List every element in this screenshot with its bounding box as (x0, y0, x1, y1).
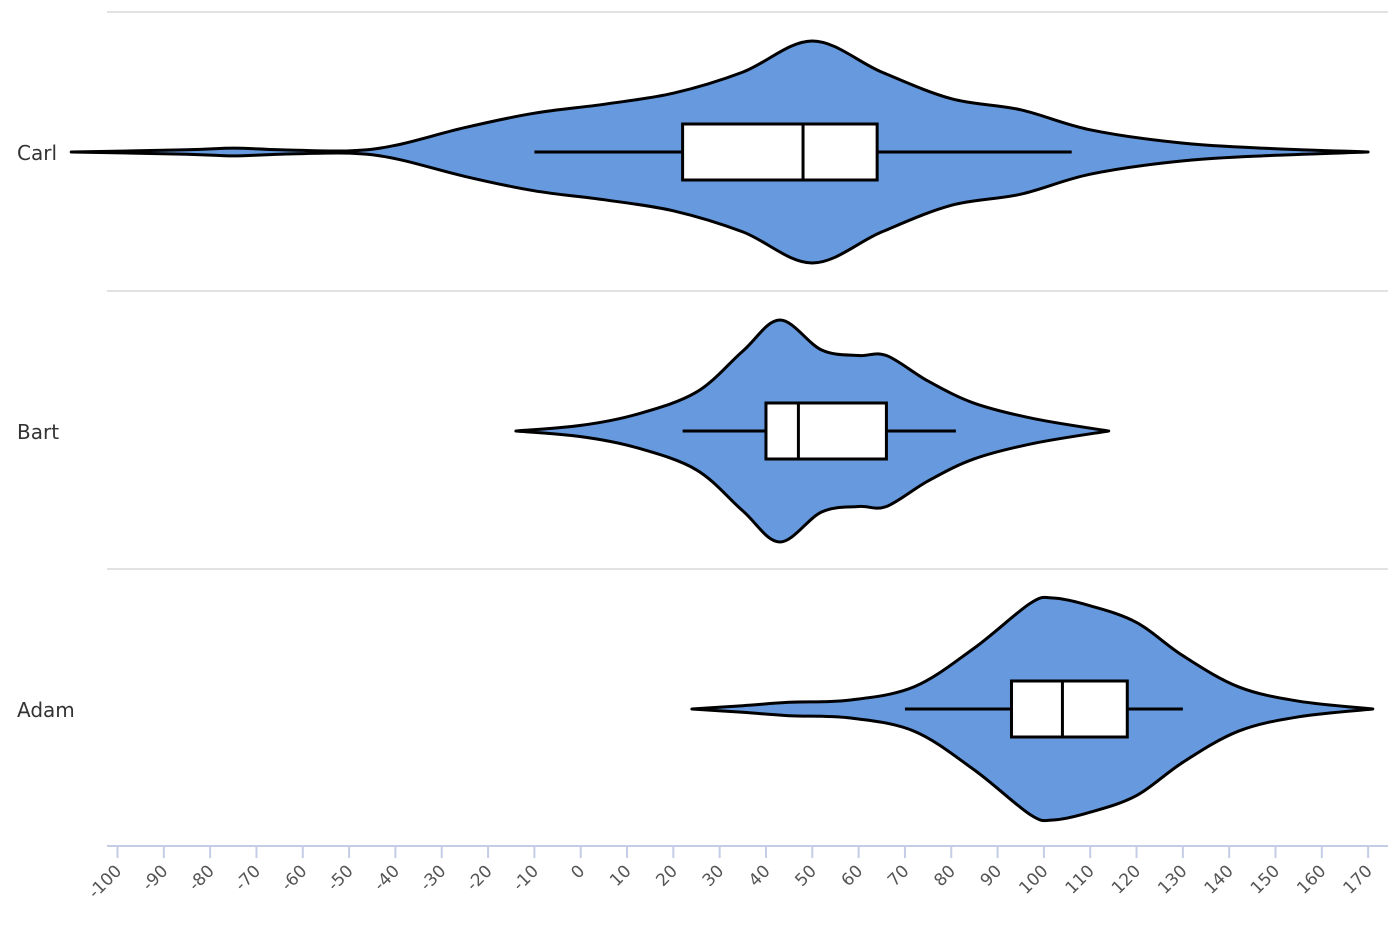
x-tick-label: 100 (1015, 861, 1052, 898)
violin-bart (514, 318, 1111, 544)
iqr-box (1009, 679, 1129, 739)
x-tick-label: 110 (1062, 861, 1099, 898)
x-tick-label: 30 (699, 861, 728, 890)
x-tick-label: 60 (838, 861, 867, 890)
x-tick-label: 70 (884, 861, 913, 890)
x-tick-label: 90 (977, 861, 1006, 890)
x-tick-label: -10 (509, 861, 543, 895)
x-tick-label: -20 (463, 861, 497, 895)
x-tick-label: 170 (1340, 861, 1377, 898)
category-label: Adam (17, 698, 75, 722)
x-tick-label: 140 (1201, 861, 1238, 898)
iqr-box (764, 401, 888, 461)
gridlines (107, 11, 1388, 570)
category-label: Bart (17, 420, 59, 444)
x-tick-label: -50 (324, 861, 358, 895)
x-tick-label: -60 (278, 861, 312, 895)
x-tick-label: -90 (139, 861, 173, 895)
violin-plots (69, 39, 1375, 823)
x-tick-label: -70 (231, 861, 265, 895)
x-tick-label: 120 (1108, 861, 1145, 898)
x-tick-label: 20 (652, 861, 681, 890)
category-label: Carl (17, 141, 57, 165)
x-tick-label: 50 (791, 861, 820, 890)
category-labels: Carl Bart Adam (17, 141, 75, 722)
x-tick-label: 150 (1247, 861, 1284, 898)
x-tick-label: 160 (1293, 861, 1330, 898)
x-axis: -100 -90 -80 -70 -60 -50 -40 -30 -20 -10 0 10 20 30 40… (85, 845, 1388, 903)
x-tick-label: -30 (416, 861, 450, 895)
x-tick-label: 80 (930, 861, 959, 890)
x-tick-label: -40 (370, 861, 404, 895)
x-tick-label: -100 (85, 861, 126, 902)
x-tick-label: 40 (745, 861, 774, 890)
x-tick-label: 10 (606, 861, 635, 890)
x-tick-label: 130 (1154, 861, 1191, 898)
violin-adam (690, 595, 1375, 823)
x-tick-label: 0 (567, 861, 589, 883)
iqr-box (681, 122, 879, 182)
x-tick-label: -80 (185, 861, 219, 895)
violin-carl (69, 39, 1370, 265)
